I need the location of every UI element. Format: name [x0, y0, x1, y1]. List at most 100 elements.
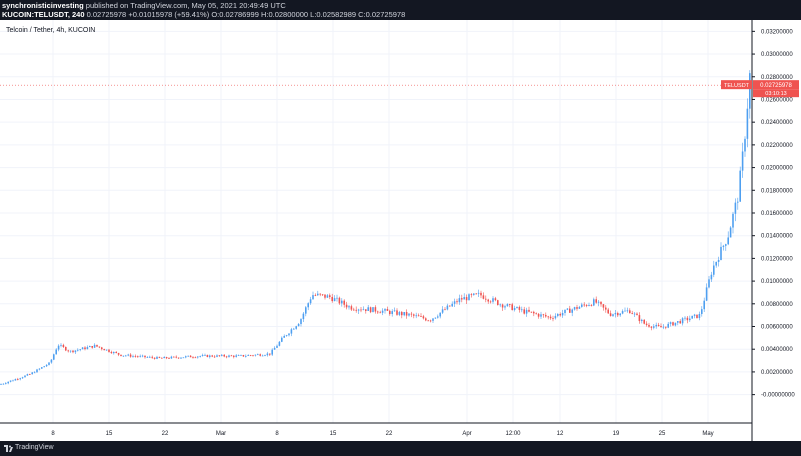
- candle-body: [228, 355, 230, 357]
- candle-body: [324, 294, 326, 298]
- candle-body: [485, 298, 487, 300]
- candle-body: [336, 297, 338, 299]
- tradingview-logo-icon[interactable]: [4, 445, 13, 452]
- y-tick-label: 0.01400000: [761, 234, 793, 240]
- candle-body: [182, 357, 185, 359]
- candle-body: [482, 295, 485, 299]
- candle-body: [391, 311, 393, 315]
- candle-body: [168, 358, 170, 359]
- candle-body: [293, 328, 295, 330]
- candle-body: [0, 384, 2, 385]
- candle-body: [62, 344, 65, 348]
- candle-body: [549, 316, 552, 319]
- candle-body: [417, 315, 420, 317]
- candle-body: [321, 294, 324, 296]
- candle-body: [50, 359, 53, 363]
- candle-body: [715, 261, 717, 266]
- price-badge-value: 0.02725978: [760, 83, 792, 89]
- x-tick-label: Mar: [216, 431, 226, 437]
- candle-body: [113, 352, 115, 354]
- candle-body: [134, 355, 137, 357]
- candle-body: [583, 304, 585, 306]
- candle-body: [122, 355, 125, 357]
- tradingview-brand[interactable]: TradingView: [15, 444, 54, 451]
- candle-body: [101, 347, 103, 350]
- x-tick-label: 15: [330, 431, 337, 437]
- candle-body: [223, 354, 225, 357]
- y-tick-label: 0.00200000: [761, 370, 793, 376]
- candle-body: [660, 326, 662, 328]
- price-chart[interactable]: 0.03200000 0.03000000 0.02800000 0.02600000…: [0, 20, 801, 441]
- candle-body: [345, 304, 348, 308]
- candle-body: [638, 315, 641, 322]
- candle-body: [139, 355, 141, 357]
- candle-body: [617, 313, 619, 316]
- candle-body: [434, 317, 437, 319]
- candle-body: [252, 355, 254, 357]
- candle-body: [533, 311, 535, 314]
- candle-body: [444, 309, 446, 311]
- candle-body: [84, 347, 86, 350]
- candle-body: [441, 309, 444, 313]
- candle-body: [266, 353, 269, 356]
- candle-body: [7, 381, 9, 384]
- candle-body: [33, 372, 36, 374]
- candle-body: [281, 337, 283, 342]
- candle-body: [540, 314, 542, 317]
- candle-body: [26, 374, 29, 376]
- candle-body: [348, 306, 350, 308]
- candle-body: [254, 354, 257, 356]
- candle-body: [389, 310, 391, 315]
- candle-body: [163, 356, 165, 359]
- candle-body: [91, 345, 93, 348]
- candle-body: [607, 309, 609, 314]
- candle-body: [681, 318, 684, 324]
- candle-body: [537, 313, 540, 317]
- candle-body: [288, 333, 290, 336]
- y-tick-label: 0.00600000: [761, 325, 793, 331]
- candle-body: [451, 303, 453, 307]
- candle-body: [696, 314, 698, 319]
- candle-body: [362, 309, 365, 311]
- candle-body: [573, 307, 576, 310]
- candle-body: [233, 355, 235, 357]
- candle-body: [665, 326, 667, 328]
- candle-body: [737, 201, 739, 203]
- candle-body: [197, 356, 199, 358]
- candle-body: [273, 347, 276, 350]
- candle-body: [72, 350, 74, 353]
- candle-body: [542, 314, 545, 316]
- ohlc-values: O:0.02786999 H:0.02800000 L:0.02582989 C…: [211, 10, 406, 19]
- candle-body: [305, 307, 307, 314]
- candle-body: [74, 350, 77, 353]
- candle-body: [691, 315, 693, 319]
- candle-body: [657, 324, 660, 327]
- author-name[interactable]: synchronisticinvesting: [2, 1, 84, 10]
- candle-body: [708, 279, 710, 288]
- candle-body: [149, 356, 151, 358]
- candle-body: [158, 356, 161, 358]
- y-tick-label: 0.01600000: [761, 211, 793, 217]
- candle-body: [41, 367, 43, 369]
- candle-body: [295, 326, 297, 329]
- candle-body: [461, 298, 463, 300]
- candle-body: [137, 356, 139, 358]
- candle-body: [413, 314, 415, 316]
- candle-body: [240, 355, 242, 356]
- candle-body: [605, 307, 607, 310]
- candle-body: [734, 202, 737, 214]
- candle-body: [144, 355, 146, 358]
- x-tick-label: 8: [51, 431, 55, 437]
- candle-body: [353, 309, 355, 311]
- candle-body: [79, 349, 81, 351]
- candle-body: [302, 313, 305, 320]
- candle-body: [218, 355, 221, 357]
- candle-body: [355, 309, 357, 311]
- candle-body: [317, 293, 319, 296]
- x-tick-label: 22: [386, 431, 393, 437]
- candle-body: [557, 313, 559, 316]
- candle-body: [595, 299, 597, 303]
- candle-body: [403, 311, 405, 316]
- y-tick-label: 0.00800000: [761, 302, 793, 308]
- candle-body: [261, 355, 264, 357]
